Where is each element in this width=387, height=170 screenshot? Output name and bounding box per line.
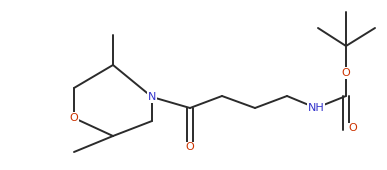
- Text: N: N: [148, 92, 156, 102]
- Text: O: O: [186, 142, 194, 152]
- Text: O: O: [349, 123, 357, 133]
- Text: O: O: [342, 68, 350, 78]
- Text: NH: NH: [308, 103, 324, 113]
- Text: O: O: [70, 113, 79, 123]
